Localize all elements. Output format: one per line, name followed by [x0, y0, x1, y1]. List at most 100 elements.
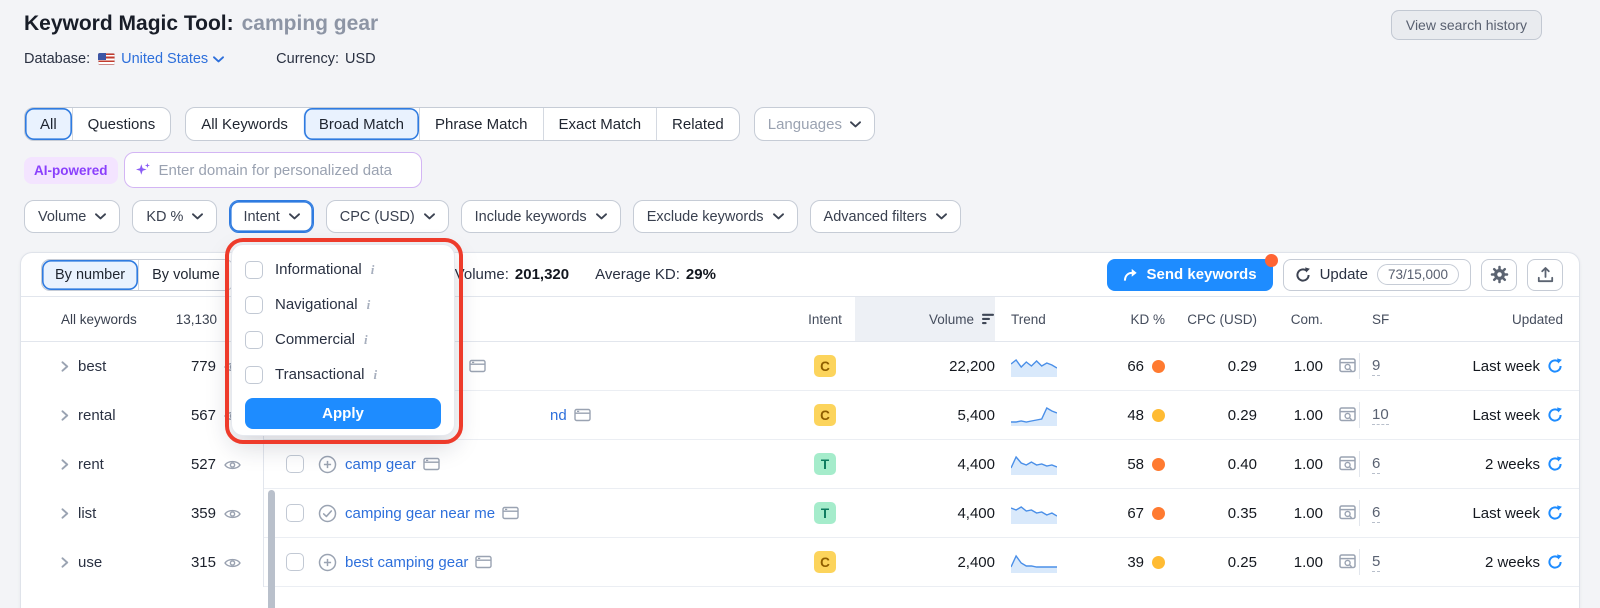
tab-phrase-match[interactable]: Phrase Match	[418, 108, 543, 140]
tab-all[interactable]: All	[25, 108, 72, 140]
checkbox[interactable]	[286, 553, 304, 571]
trend-sparkline	[1011, 359, 1057, 377]
intent-option-informational[interactable]: Informational i	[245, 252, 441, 287]
cpc-cell: 0.25	[1227, 553, 1257, 571]
filter-advanced-filters[interactable]: Advanced filters	[809, 200, 961, 233]
column-divider	[1359, 353, 1360, 379]
filter-exclude-keywords[interactable]: Exclude keywords	[632, 200, 798, 233]
filter-kd[interactable]: KD %	[132, 200, 218, 233]
serp-preview-icon[interactable]	[1339, 406, 1359, 424]
keyword-link[interactable]: best camping gear	[345, 553, 469, 571]
tab-related[interactable]: Related	[656, 108, 739, 140]
chevron-down-icon	[850, 120, 861, 128]
group-word: rental	[78, 407, 116, 424]
kd-difficulty-dot	[1152, 457, 1165, 471]
col-kd[interactable]: KD %	[1130, 311, 1165, 327]
com-cell: 1.00	[1293, 504, 1323, 522]
keyword-link[interactable]: camp gear	[345, 455, 416, 473]
intent-cell: C	[795, 551, 855, 573]
filter-volume[interactable]: Volume	[24, 200, 121, 233]
search-query: camping gear	[241, 12, 379, 35]
intent-option-transactional[interactable]: Transactional i	[245, 357, 441, 392]
all-keywords-row[interactable]: All keywords 13,130	[21, 297, 263, 342]
us-flag-icon	[98, 53, 116, 65]
eye-icon	[224, 459, 241, 471]
refresh-icon[interactable]	[1547, 407, 1563, 423]
chevron-down-icon	[95, 213, 107, 220]
send-keywords-button[interactable]: Send keywords	[1106, 253, 1278, 291]
checkbox[interactable]	[245, 260, 263, 279]
domain-input[interactable]	[158, 161, 411, 179]
trend-sparkline	[1011, 506, 1057, 524]
sf-value[interactable]: 10	[1372, 405, 1389, 425]
col-trend[interactable]: Trend	[1011, 311, 1046, 327]
apply-button[interactable]: Apply	[245, 398, 441, 429]
refresh-icon[interactable]	[1547, 456, 1563, 472]
tabs-group-match: All Keywords Broad Match Phrase Match Exact…	[185, 107, 740, 141]
sidebar-group-use[interactable]: use 315	[21, 538, 263, 587]
tabs-group-scope: All Questions	[24, 107, 172, 141]
serp-preview-icon[interactable]	[1339, 504, 1359, 522]
settings-button[interactable]	[1481, 258, 1517, 291]
refresh-icon[interactable]	[1547, 358, 1563, 374]
sf-value[interactable]: 9	[1372, 356, 1381, 376]
checkbox[interactable]	[286, 504, 304, 522]
group-count: 527	[190, 456, 216, 473]
update-button[interactable]: Update 73/15,000	[1282, 258, 1471, 291]
tab-broad-match[interactable]: Broad Match	[302, 108, 419, 140]
sidebar-group-best[interactable]: best 779	[21, 342, 263, 391]
sf-value[interactable]: 5	[1372, 552, 1381, 572]
checkbox[interactable]	[286, 455, 304, 473]
intent-option-label: Navigational	[275, 296, 358, 313]
kd-cell: 66	[1065, 358, 1165, 375]
sidebar-group-rental[interactable]: rental 567	[21, 391, 263, 440]
keyword-link[interactable]: camping gear near me	[345, 504, 496, 522]
filter-cpc-usd[interactable]: CPC (USD)	[325, 200, 449, 233]
database-select[interactable]: United States	[121, 51, 225, 67]
checkbox[interactable]	[245, 295, 263, 314]
filter-intent[interactable]: Intent	[229, 200, 314, 233]
col-cpc[interactable]: CPC (USD)	[1187, 311, 1257, 327]
tab-all-keywords[interactable]: All Keywords	[201, 115, 288, 133]
col-com[interactable]: Com.	[1290, 311, 1323, 327]
column-divider	[1359, 500, 1360, 526]
sidebar-scrollbar[interactable]	[268, 490, 275, 608]
tab-by-number[interactable]: By number	[42, 259, 139, 290]
view-search-history-button[interactable]: View search history	[1390, 10, 1542, 40]
intent-option-commercial[interactable]: Commercial i	[245, 322, 441, 357]
keyword-link[interactable]: nd	[550, 406, 567, 424]
serp-preview-icon[interactable]	[1339, 357, 1359, 375]
serp-preview-icon[interactable]	[1339, 455, 1359, 473]
tab-exact-match[interactable]: Exact Match	[542, 108, 657, 140]
col-updated[interactable]: Updated	[1511, 311, 1563, 327]
sidebar-group-list[interactable]: list 359	[21, 489, 263, 538]
tab-questions[interactable]: Questions	[71, 108, 171, 140]
com-cell: 1.00	[1293, 357, 1323, 375]
info-icon: i	[366, 296, 371, 312]
export-button[interactable]	[1527, 258, 1563, 291]
intent-cell: C	[795, 355, 855, 377]
checkbox[interactable]	[245, 330, 263, 349]
checkbox[interactable]	[245, 365, 263, 384]
refresh-icon[interactable]	[1547, 554, 1563, 570]
col-intent[interactable]: Intent	[808, 311, 842, 327]
col-sf[interactable]: SF	[1372, 311, 1390, 327]
group-count: 315	[190, 554, 216, 571]
filter-include-keywords[interactable]: Include keywords	[460, 200, 621, 233]
sidebar-group-rent[interactable]: rent 527	[21, 440, 263, 489]
refresh-icon[interactable]	[1547, 505, 1563, 521]
volume-cell: 4,400	[957, 504, 995, 522]
sf-value[interactable]: 6	[1372, 454, 1381, 474]
serp-preview-icon[interactable]	[1339, 553, 1359, 571]
filter-label: KD %	[146, 208, 184, 225]
chevron-right-icon	[61, 508, 69, 519]
intent-badge: T	[814, 453, 836, 475]
volume-cell: 22,200	[949, 357, 995, 375]
col-volume[interactable]: Volume	[855, 297, 995, 341]
kd-value: 66	[1127, 357, 1144, 375]
languages-dropdown[interactable]: Languages	[753, 107, 875, 141]
intent-option-navigational[interactable]: Navigational i	[245, 287, 441, 322]
tab-by-volume[interactable]: By volume	[138, 259, 233, 290]
sf-value[interactable]: 6	[1372, 503, 1381, 523]
